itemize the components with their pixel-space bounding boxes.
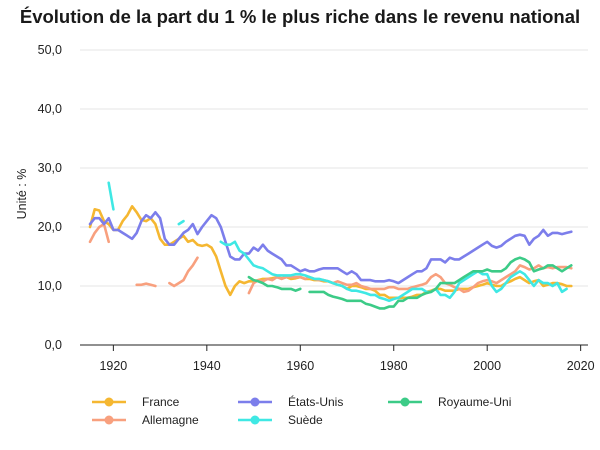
legend-item-france: France	[92, 395, 180, 409]
legend-label: France	[142, 395, 180, 409]
legend-swatch-marker	[104, 415, 114, 425]
series-line-allemagne	[135, 282, 157, 288]
x-tick-label: 1920	[99, 359, 127, 373]
series-line-allemagne	[88, 222, 110, 244]
legend-swatch-marker	[250, 397, 260, 407]
chart-title: Évolution de la part du 1 % le plus rich…	[19, 6, 581, 27]
legend-swatch-marker	[104, 397, 114, 407]
legend-label: États-Unis	[288, 394, 343, 409]
x-tick-label: 1980	[380, 359, 408, 373]
y-tick-label: 30,0	[38, 161, 62, 175]
y-tick-label: 10,0	[38, 279, 62, 293]
series-line-royaume-uni	[308, 256, 573, 310]
x-tick-label: 1960	[286, 359, 314, 373]
y-tick-label: 40,0	[38, 102, 62, 116]
series-line-suede	[219, 240, 568, 303]
y-axis-label: Unité : %	[15, 169, 29, 220]
y-axis-ticks: 0,0 10,0 20,0 30,0 40,0 50,0	[38, 43, 62, 352]
y-tick-label: 20,0	[38, 220, 62, 234]
series-line-suede	[107, 181, 115, 211]
series-line-royaume-uni	[247, 275, 302, 292]
legend-swatch-marker	[250, 415, 260, 425]
legend-item-allemagne: Allemagne	[92, 413, 199, 427]
series-line-france	[88, 205, 573, 300]
x-axis-ticks: 1920 1940 1960 1980 2000 2020	[99, 345, 595, 373]
legend-label: Suède	[288, 413, 323, 427]
y-tick-label: 0,0	[45, 338, 62, 352]
legend-item-etats-unis: États-Unis	[238, 394, 343, 409]
x-tick-label: 2020	[567, 359, 595, 373]
series-line-allemagne	[168, 256, 199, 288]
y-tick-label: 50,0	[38, 43, 62, 57]
series-line-suede	[177, 219, 185, 226]
series-lines	[88, 181, 573, 310]
legend-label: Royaume-Uni	[438, 395, 511, 409]
x-tick-label: 1940	[193, 359, 221, 373]
gridlines	[80, 49, 588, 287]
series-line-etats-unis	[88, 211, 573, 285]
legend: France États-Unis Royaume-Uni Allemagne Suèd…	[92, 394, 511, 427]
legend-item-suede: Suède	[238, 413, 323, 427]
legend-swatch-marker	[400, 397, 410, 407]
legend-label: Allemagne	[142, 413, 199, 427]
legend-item-royaume-uni: Royaume-Uni	[388, 395, 511, 409]
x-tick-label: 2000	[473, 359, 501, 373]
series-line-allemagne	[247, 264, 573, 295]
